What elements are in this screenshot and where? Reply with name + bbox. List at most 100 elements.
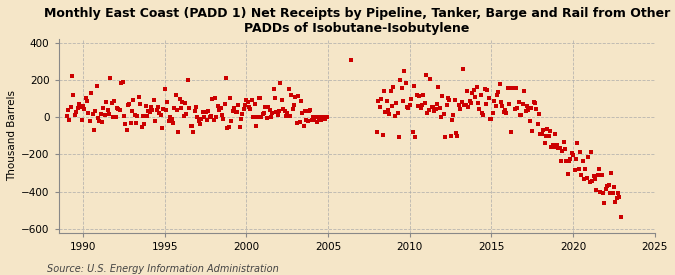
Point <box>259 111 269 115</box>
Point <box>522 104 533 109</box>
Point <box>289 103 300 107</box>
Point <box>271 109 281 114</box>
Point <box>158 106 169 111</box>
Point <box>537 131 547 136</box>
Point <box>431 102 442 106</box>
Point <box>554 145 565 150</box>
Point <box>524 119 535 123</box>
Point <box>443 96 454 101</box>
Point <box>446 134 456 139</box>
Point <box>110 115 121 119</box>
Point <box>103 111 114 116</box>
Point <box>562 172 573 177</box>
Point <box>400 80 411 85</box>
Point <box>504 101 514 106</box>
Point <box>148 98 159 103</box>
Point <box>380 110 391 114</box>
Point <box>472 101 483 105</box>
Point <box>173 129 184 134</box>
Point <box>189 109 200 113</box>
Point <box>120 122 131 126</box>
Point <box>384 112 395 117</box>
Point <box>510 86 521 90</box>
Point <box>218 117 229 121</box>
Point <box>114 108 125 112</box>
Point <box>140 104 151 108</box>
Point <box>253 96 264 101</box>
Point <box>395 77 406 82</box>
Point <box>514 113 525 117</box>
Point <box>298 124 309 129</box>
Point <box>279 109 290 114</box>
Point <box>194 122 205 126</box>
Point <box>392 111 403 116</box>
Point <box>246 98 257 102</box>
Point <box>317 115 328 119</box>
Point <box>489 99 500 104</box>
Point <box>560 147 570 151</box>
Point <box>429 109 439 114</box>
Point <box>433 85 443 89</box>
Point <box>421 73 431 78</box>
Point <box>545 129 556 133</box>
Point <box>202 118 213 122</box>
Point <box>205 115 215 119</box>
Point <box>316 118 327 123</box>
Point <box>533 122 543 126</box>
Point <box>134 95 144 100</box>
Point <box>450 98 460 103</box>
Point <box>588 174 599 178</box>
Point <box>252 115 263 119</box>
Point <box>182 78 193 82</box>
Point <box>135 102 146 106</box>
Point <box>97 119 107 124</box>
Point <box>84 119 95 123</box>
Point <box>282 111 293 116</box>
Point <box>94 119 105 123</box>
Point <box>87 111 98 116</box>
Point <box>609 185 620 189</box>
Point <box>616 214 626 219</box>
Point <box>547 143 558 148</box>
Point <box>602 183 613 188</box>
Point <box>67 74 78 78</box>
Point <box>309 118 320 122</box>
Point <box>419 101 430 106</box>
Point <box>315 115 325 119</box>
Point <box>391 101 402 106</box>
Point <box>169 106 180 110</box>
Point <box>241 98 252 102</box>
Point <box>598 191 609 195</box>
Point <box>237 112 248 116</box>
Point <box>455 107 466 111</box>
Point <box>109 98 119 103</box>
Point <box>79 106 90 111</box>
Point <box>321 115 332 120</box>
Point <box>269 96 280 100</box>
Point <box>437 94 448 98</box>
Point <box>151 108 162 112</box>
Point <box>286 93 297 97</box>
Point <box>430 106 441 111</box>
Point <box>394 134 404 139</box>
Point <box>460 103 471 108</box>
Point <box>551 143 562 147</box>
Point <box>387 104 398 108</box>
Point <box>593 167 604 171</box>
Point <box>131 121 142 125</box>
Point <box>71 110 82 115</box>
Point <box>591 188 601 192</box>
Point <box>487 111 498 115</box>
Point <box>159 86 170 91</box>
Point <box>404 103 415 108</box>
Point <box>284 87 294 91</box>
Point <box>211 115 222 120</box>
Point <box>474 107 485 111</box>
Point <box>76 117 87 122</box>
Point <box>174 97 185 101</box>
Point <box>292 121 302 125</box>
Point <box>486 117 497 121</box>
Point <box>267 111 277 115</box>
Point <box>549 145 560 149</box>
Point <box>105 75 115 80</box>
